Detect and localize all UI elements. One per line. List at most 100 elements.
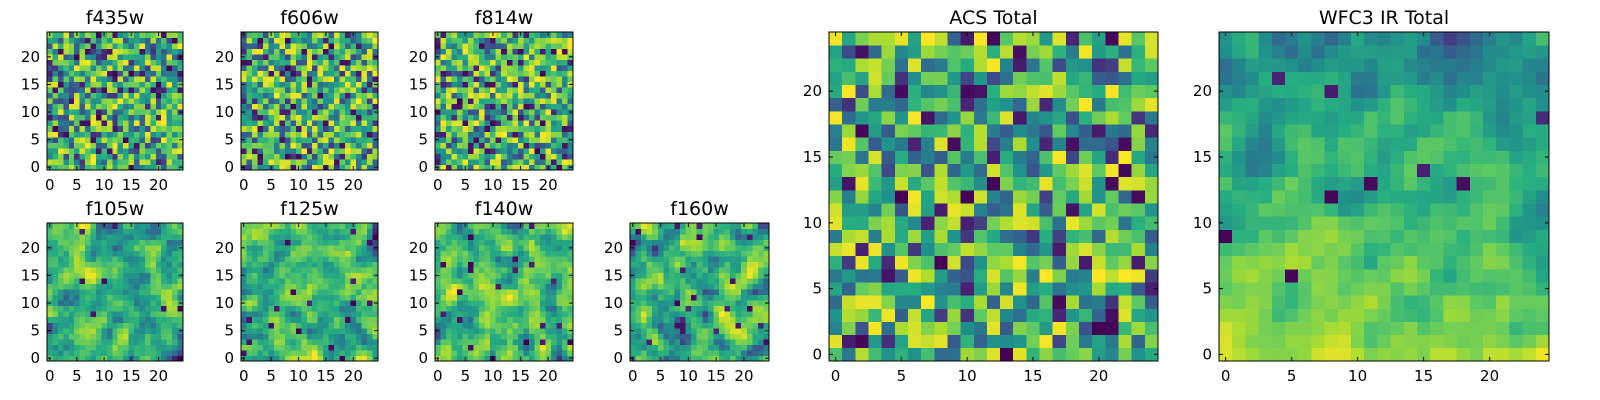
heatmap-cell <box>512 245 519 251</box>
heatmap-cell <box>372 267 379 274</box>
heatmap-cell <box>284 322 291 329</box>
heatmap-cell <box>567 43 574 49</box>
heatmap-cell <box>484 87 491 94</box>
heatmap-cell <box>1105 255 1119 270</box>
heatmap-cell <box>506 81 513 88</box>
heatmap-cell <box>451 136 458 143</box>
heatmap-cell <box>177 65 184 72</box>
heatmap-cell <box>668 338 675 345</box>
heatmap-cell <box>161 131 168 138</box>
heatmap-cell <box>630 333 636 340</box>
heatmap-cell <box>257 87 264 94</box>
heatmap-cell <box>350 147 357 154</box>
heatmap-cell <box>123 164 129 171</box>
heatmap-cell <box>345 289 351 296</box>
heatmap-cell <box>155 98 162 105</box>
heatmap-cell <box>150 48 157 55</box>
heatmap-cell <box>101 261 108 268</box>
heatmap-cell <box>921 242 935 257</box>
heatmap-cell <box>479 239 486 246</box>
heatmap-cell <box>440 65 447 72</box>
heatmap-cell <box>79 333 86 340</box>
heatmap-cell <box>641 228 648 235</box>
y-tick-label: 15 <box>409 266 428 284</box>
heatmap-cell <box>468 65 475 72</box>
heatmap-cell <box>79 54 86 60</box>
heatmap-cell <box>144 65 151 72</box>
heatmap-cell <box>273 223 280 229</box>
heatmap-cell <box>842 282 856 296</box>
heatmap-cell <box>112 147 119 154</box>
heatmap-cell <box>144 37 151 44</box>
heatmap-cell <box>161 344 168 351</box>
heatmap-cell <box>95 234 102 240</box>
heatmap-cell <box>501 59 508 66</box>
heatmap-cell <box>451 81 458 88</box>
heatmap-cell <box>284 125 291 132</box>
heatmap-cell <box>155 76 162 83</box>
heatmap-cell <box>490 153 497 160</box>
heatmap-cell <box>128 37 135 44</box>
heatmap-cell <box>312 87 319 94</box>
heatmap-cell <box>440 250 447 257</box>
heatmap-cell <box>139 59 146 66</box>
heatmap-cell <box>746 239 753 246</box>
heatmap-cell <box>52 289 59 296</box>
heatmap-cell <box>440 147 447 154</box>
heatmap-cell <box>79 158 86 165</box>
heatmap-cell <box>47 267 53 274</box>
heatmap-cell <box>144 338 151 345</box>
heatmap-cell <box>1131 189 1146 204</box>
heatmap-cell <box>144 278 151 285</box>
heatmap-cell <box>523 98 530 105</box>
heatmap-cell <box>1013 189 1027 204</box>
heatmap-cell <box>556 355 563 362</box>
heatmap-cell <box>663 344 670 351</box>
heatmap-cell <box>730 245 737 251</box>
heatmap-cell <box>57 164 64 171</box>
heatmap-cell <box>106 278 113 285</box>
heatmap-cell <box>752 245 759 251</box>
heatmap-cell <box>262 294 269 301</box>
heatmap-cell <box>495 261 502 268</box>
x-tick-label: 15 <box>316 367 335 385</box>
heatmap-cell <box>556 109 563 116</box>
heatmap-cell <box>561 70 568 77</box>
heatmap-cell <box>85 223 91 229</box>
heatmap-cell <box>273 131 280 138</box>
heatmap-cell <box>301 223 308 229</box>
heatmap-cell <box>251 294 258 301</box>
heatmap-cell <box>257 158 264 165</box>
heatmap-cell <box>295 109 302 116</box>
heatmap-cell <box>367 267 373 274</box>
heatmap-cells <box>829 32 1159 362</box>
heatmap-cell <box>462 316 469 323</box>
heatmap-cell <box>112 76 119 83</box>
heatmap-cell <box>567 311 574 318</box>
heatmap-cell <box>630 316 636 323</box>
heatmap-cell <box>339 153 346 160</box>
heatmap-cell <box>523 223 530 229</box>
x-tick-label: 0 <box>239 367 249 385</box>
heatmap-cell <box>268 316 275 323</box>
heatmap-cell <box>68 54 75 60</box>
heatmap-cell <box>339 245 346 251</box>
heatmap-cell <box>177 92 184 99</box>
heatmap-cell <box>150 338 157 345</box>
heatmap-cell <box>713 245 720 251</box>
heatmap-cell <box>301 228 308 235</box>
heatmap-cell <box>241 344 247 351</box>
heatmap-cell <box>641 338 648 345</box>
heatmap-cell <box>947 255 961 270</box>
heatmap-cell <box>317 109 324 116</box>
heatmap-cell <box>134 300 140 307</box>
heatmap-cell <box>512 54 519 60</box>
heatmap-cell <box>372 349 379 356</box>
heatmap-cell <box>63 327 70 334</box>
heatmap-cell <box>539 349 546 356</box>
heatmap-cell <box>440 142 447 149</box>
heatmap-cell <box>112 54 119 60</box>
heatmap-cell <box>741 333 748 340</box>
heatmap-cell <box>90 289 97 296</box>
heatmap-cell <box>512 92 519 99</box>
